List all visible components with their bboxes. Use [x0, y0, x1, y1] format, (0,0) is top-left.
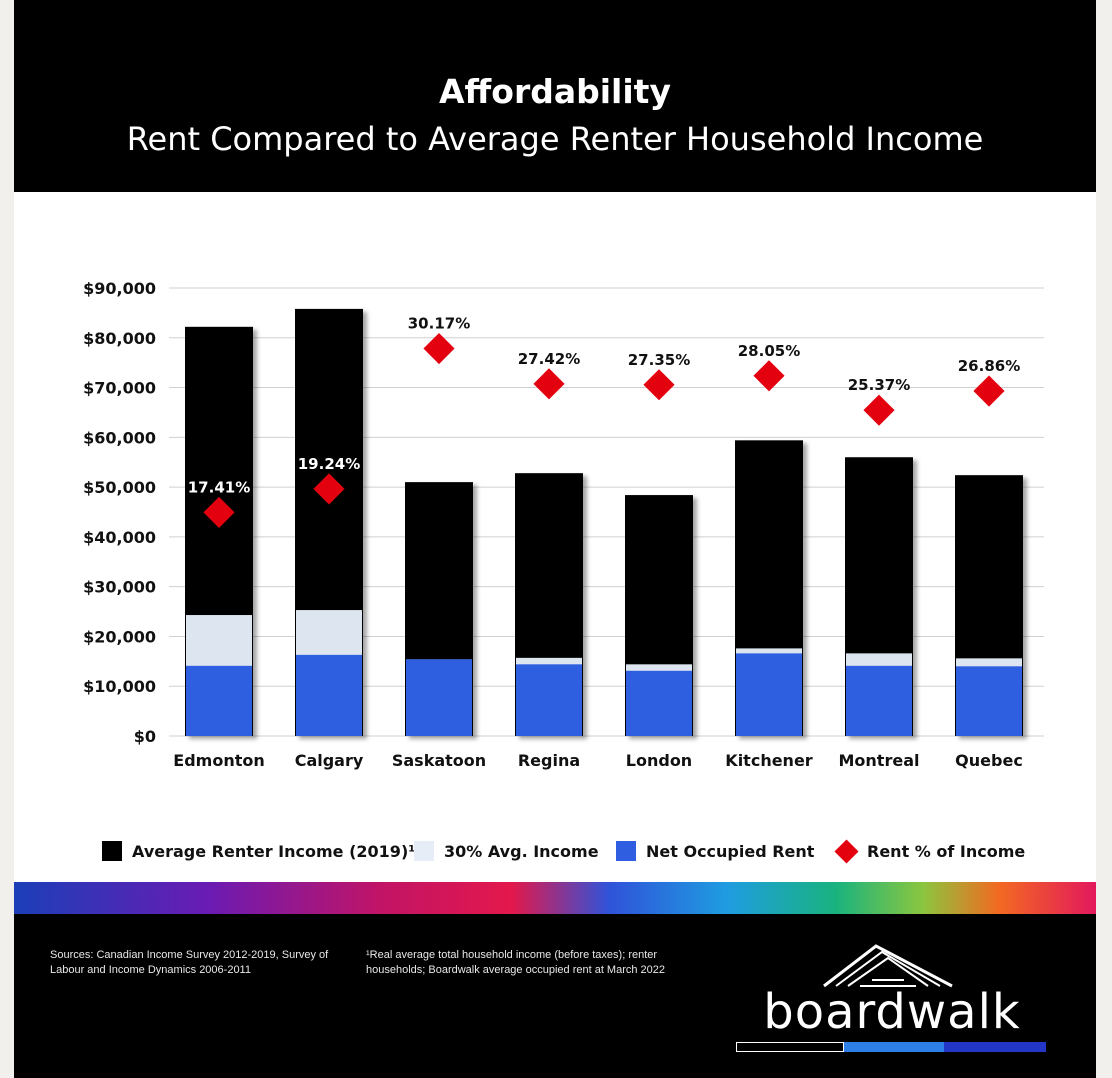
legend-swatch-thirty-pct	[414, 841, 434, 861]
y-tick-label: $50,000	[83, 478, 156, 497]
footer: Sources: Canadian Income Survey 2012-201…	[14, 914, 1096, 1078]
bar-group	[735, 440, 803, 736]
y-tick-label: $10,000	[83, 677, 156, 696]
legend-label-rent: Net Occupied Rent	[646, 841, 815, 861]
y-tick-label: $70,000	[83, 379, 156, 398]
bar-group	[515, 473, 583, 736]
bar-group	[845, 457, 913, 736]
chart-title: Affordability	[439, 72, 671, 111]
legend-diamond-icon	[834, 838, 859, 864]
x-axis-labels: Edmonton Calgary Saskatoon Regina London Kitc…	[173, 751, 1023, 770]
footnote: ¹Real average total household income (be…	[366, 949, 666, 976]
rent-pct-label: 27.35%	[628, 351, 690, 369]
roof-icon	[823, 944, 953, 988]
x-tick-label: Kitchener	[725, 751, 813, 770]
sources-note: Sources: Canadian Income Survey 2012-201…	[50, 949, 329, 976]
legend-item-rent-pct: Rent % of Income	[834, 838, 1026, 864]
rent-pct-label: 26.86%	[958, 357, 1020, 375]
bar-group	[295, 308, 363, 736]
legend-item-thirty-pct: 30% Avg. Income	[414, 840, 599, 862]
y-axis-ticks: $0 $10,000 $20,000 $30,000 $40,000 $50,000 $60…	[83, 279, 156, 746]
chart-subtitle: Rent Compared to Average Renter Househol…	[126, 120, 984, 158]
legend-label-income: Average Renter Income (2019)¹	[132, 841, 416, 861]
x-tick-label: Edmonton	[173, 751, 264, 770]
rent-pct-label: 17.41%	[188, 478, 250, 496]
bar-rent	[846, 665, 912, 736]
rent-pct-diamond	[313, 473, 345, 505]
bar-group	[185, 326, 253, 736]
y-tick-label: $30,000	[83, 578, 156, 597]
color-stripe	[14, 882, 1096, 914]
x-tick-label: London	[626, 751, 692, 770]
bar-rent	[736, 653, 802, 736]
boardwalk-logo: boardwalk	[736, 942, 1048, 1054]
legend-swatch-rent	[616, 841, 636, 861]
bar-rent	[956, 666, 1022, 736]
x-tick-label: Montreal	[839, 751, 920, 770]
bar-rent	[186, 665, 252, 736]
rent-pct-diamond	[973, 375, 1005, 407]
bar-group	[625, 495, 693, 736]
x-tick-label: Regina	[518, 751, 580, 770]
rent-pct-label: 25.37%	[848, 376, 910, 394]
bar-chart: $0 $10,000 $20,000 $30,000 $40,000 $50,000 $60…	[83, 279, 1044, 770]
bar-rent	[296, 654, 362, 736]
legend-item-income: Average Renter Income (2019)¹	[102, 840, 415, 862]
logo-bar-navy	[944, 1042, 1046, 1052]
bar-group	[955, 475, 1023, 736]
rent-pct-label: 27.42%	[518, 350, 580, 368]
rent-pct-diamond	[753, 360, 785, 392]
rent-pct-label: 28.05%	[738, 342, 800, 360]
legend-item-rent: Net Occupied Rent	[616, 840, 814, 862]
rent-pct-diamond	[863, 394, 895, 426]
rent-pct-diamond	[643, 369, 675, 401]
x-tick-label: Saskatoon	[392, 751, 486, 770]
bar-group	[405, 482, 473, 736]
bars	[185, 308, 1023, 736]
logo-bar-blue	[844, 1042, 944, 1052]
y-tick-label: $80,000	[83, 329, 156, 348]
rent-pct-diamond	[533, 368, 565, 400]
y-tick-label: $40,000	[83, 528, 156, 547]
y-tick-label: $0	[134, 727, 156, 746]
bar-rent	[626, 670, 692, 736]
x-tick-label: Quebec	[955, 751, 1023, 770]
infographic-card: Affordability Rent Compared to Average R…	[14, 0, 1096, 1078]
logo-bar-white	[736, 1042, 844, 1052]
legend-label-rent-pct: Rent % of Income	[867, 841, 1026, 861]
legend: Average Renter Income (2019)¹ 30% Avg. I…	[14, 832, 1096, 872]
legend-label-thirty-pct: 30% Avg. Income	[444, 841, 599, 861]
header-banner: Affordability Rent Compared to Average R…	[14, 0, 1096, 192]
rent-pct-diamond	[423, 332, 455, 365]
y-tick-label: $20,000	[83, 627, 156, 646]
legend-swatch-income	[102, 841, 122, 861]
y-tick-label: $60,000	[83, 428, 156, 447]
rent-pct-label: 30.17%	[408, 315, 470, 333]
rent-pct-label: 19.24%	[298, 455, 360, 473]
brand-wordmark: boardwalk	[763, 984, 1021, 1040]
bar-rent	[516, 664, 582, 736]
y-tick-label: $90,000	[83, 279, 156, 298]
x-tick-label: Calgary	[295, 751, 364, 770]
bar-rent	[406, 659, 472, 736]
